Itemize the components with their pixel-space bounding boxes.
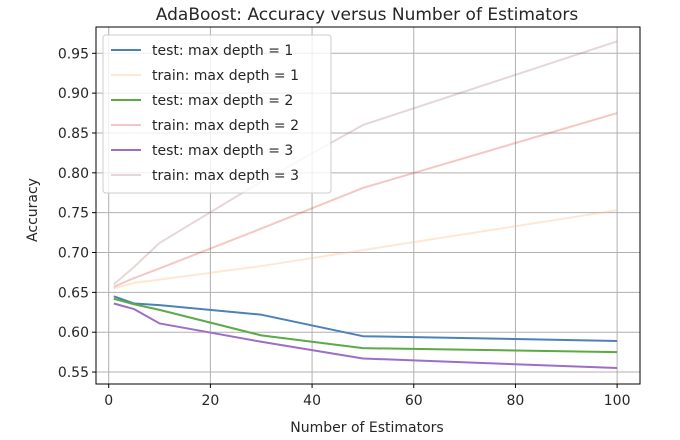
series-line-1	[113, 295, 618, 342]
legend-box	[102, 34, 332, 194]
series-line-3	[113, 297, 618, 354]
legend-label: test: max depth = 1	[152, 43, 293, 59]
x-tick-label: 40	[303, 393, 321, 409]
series-line-5	[113, 302, 618, 370]
y-tick-label: 0.85	[58, 126, 89, 142]
y-tick-label: 0.95	[58, 46, 89, 62]
series-line-6	[113, 40, 618, 286]
x-tick-label: 0	[104, 393, 113, 409]
axis-ticks: 0 20 40 60 80 100 0.55 0.60 0.65 0.70 0.75 0.80 0.85…	[58, 46, 631, 409]
chart-title: AdaBoost: Accuracy versus Number of Esti…	[156, 5, 579, 25]
y-tick-label: 0.80	[58, 166, 89, 182]
x-tick-label: 100	[604, 393, 631, 409]
y-tick-label: 0.70	[58, 246, 89, 262]
y-tick-label: 0.65	[58, 285, 89, 301]
legend-label: train: max depth = 2	[152, 118, 299, 134]
y-axis-label: Accuracy	[25, 178, 41, 242]
series-line-2	[113, 209, 618, 290]
legend-label: train: max depth = 1	[152, 68, 299, 84]
y-tick-label: 0.55	[58, 365, 89, 381]
series-lines	[113, 40, 618, 370]
y-tick-label: 0.75	[58, 206, 89, 222]
legend-label: test: max depth = 3	[152, 143, 293, 159]
x-tick-label: 20	[201, 393, 219, 409]
x-tick-label: 80	[507, 393, 525, 409]
legend-label: train: max depth = 3	[152, 168, 299, 184]
y-tick-label: 0.60	[58, 325, 89, 341]
x-axis-label: Number of Estimators	[290, 420, 443, 436]
legend-label: test: max depth = 2	[152, 93, 293, 109]
y-tick-label: 0.90	[58, 86, 89, 102]
legend: test: max depth = 1 train: max depth = 1 t…	[102, 34, 332, 194]
plot-frame	[95, 26, 641, 385]
x-tick-label: 60	[405, 393, 423, 409]
series-line-4	[113, 112, 618, 288]
